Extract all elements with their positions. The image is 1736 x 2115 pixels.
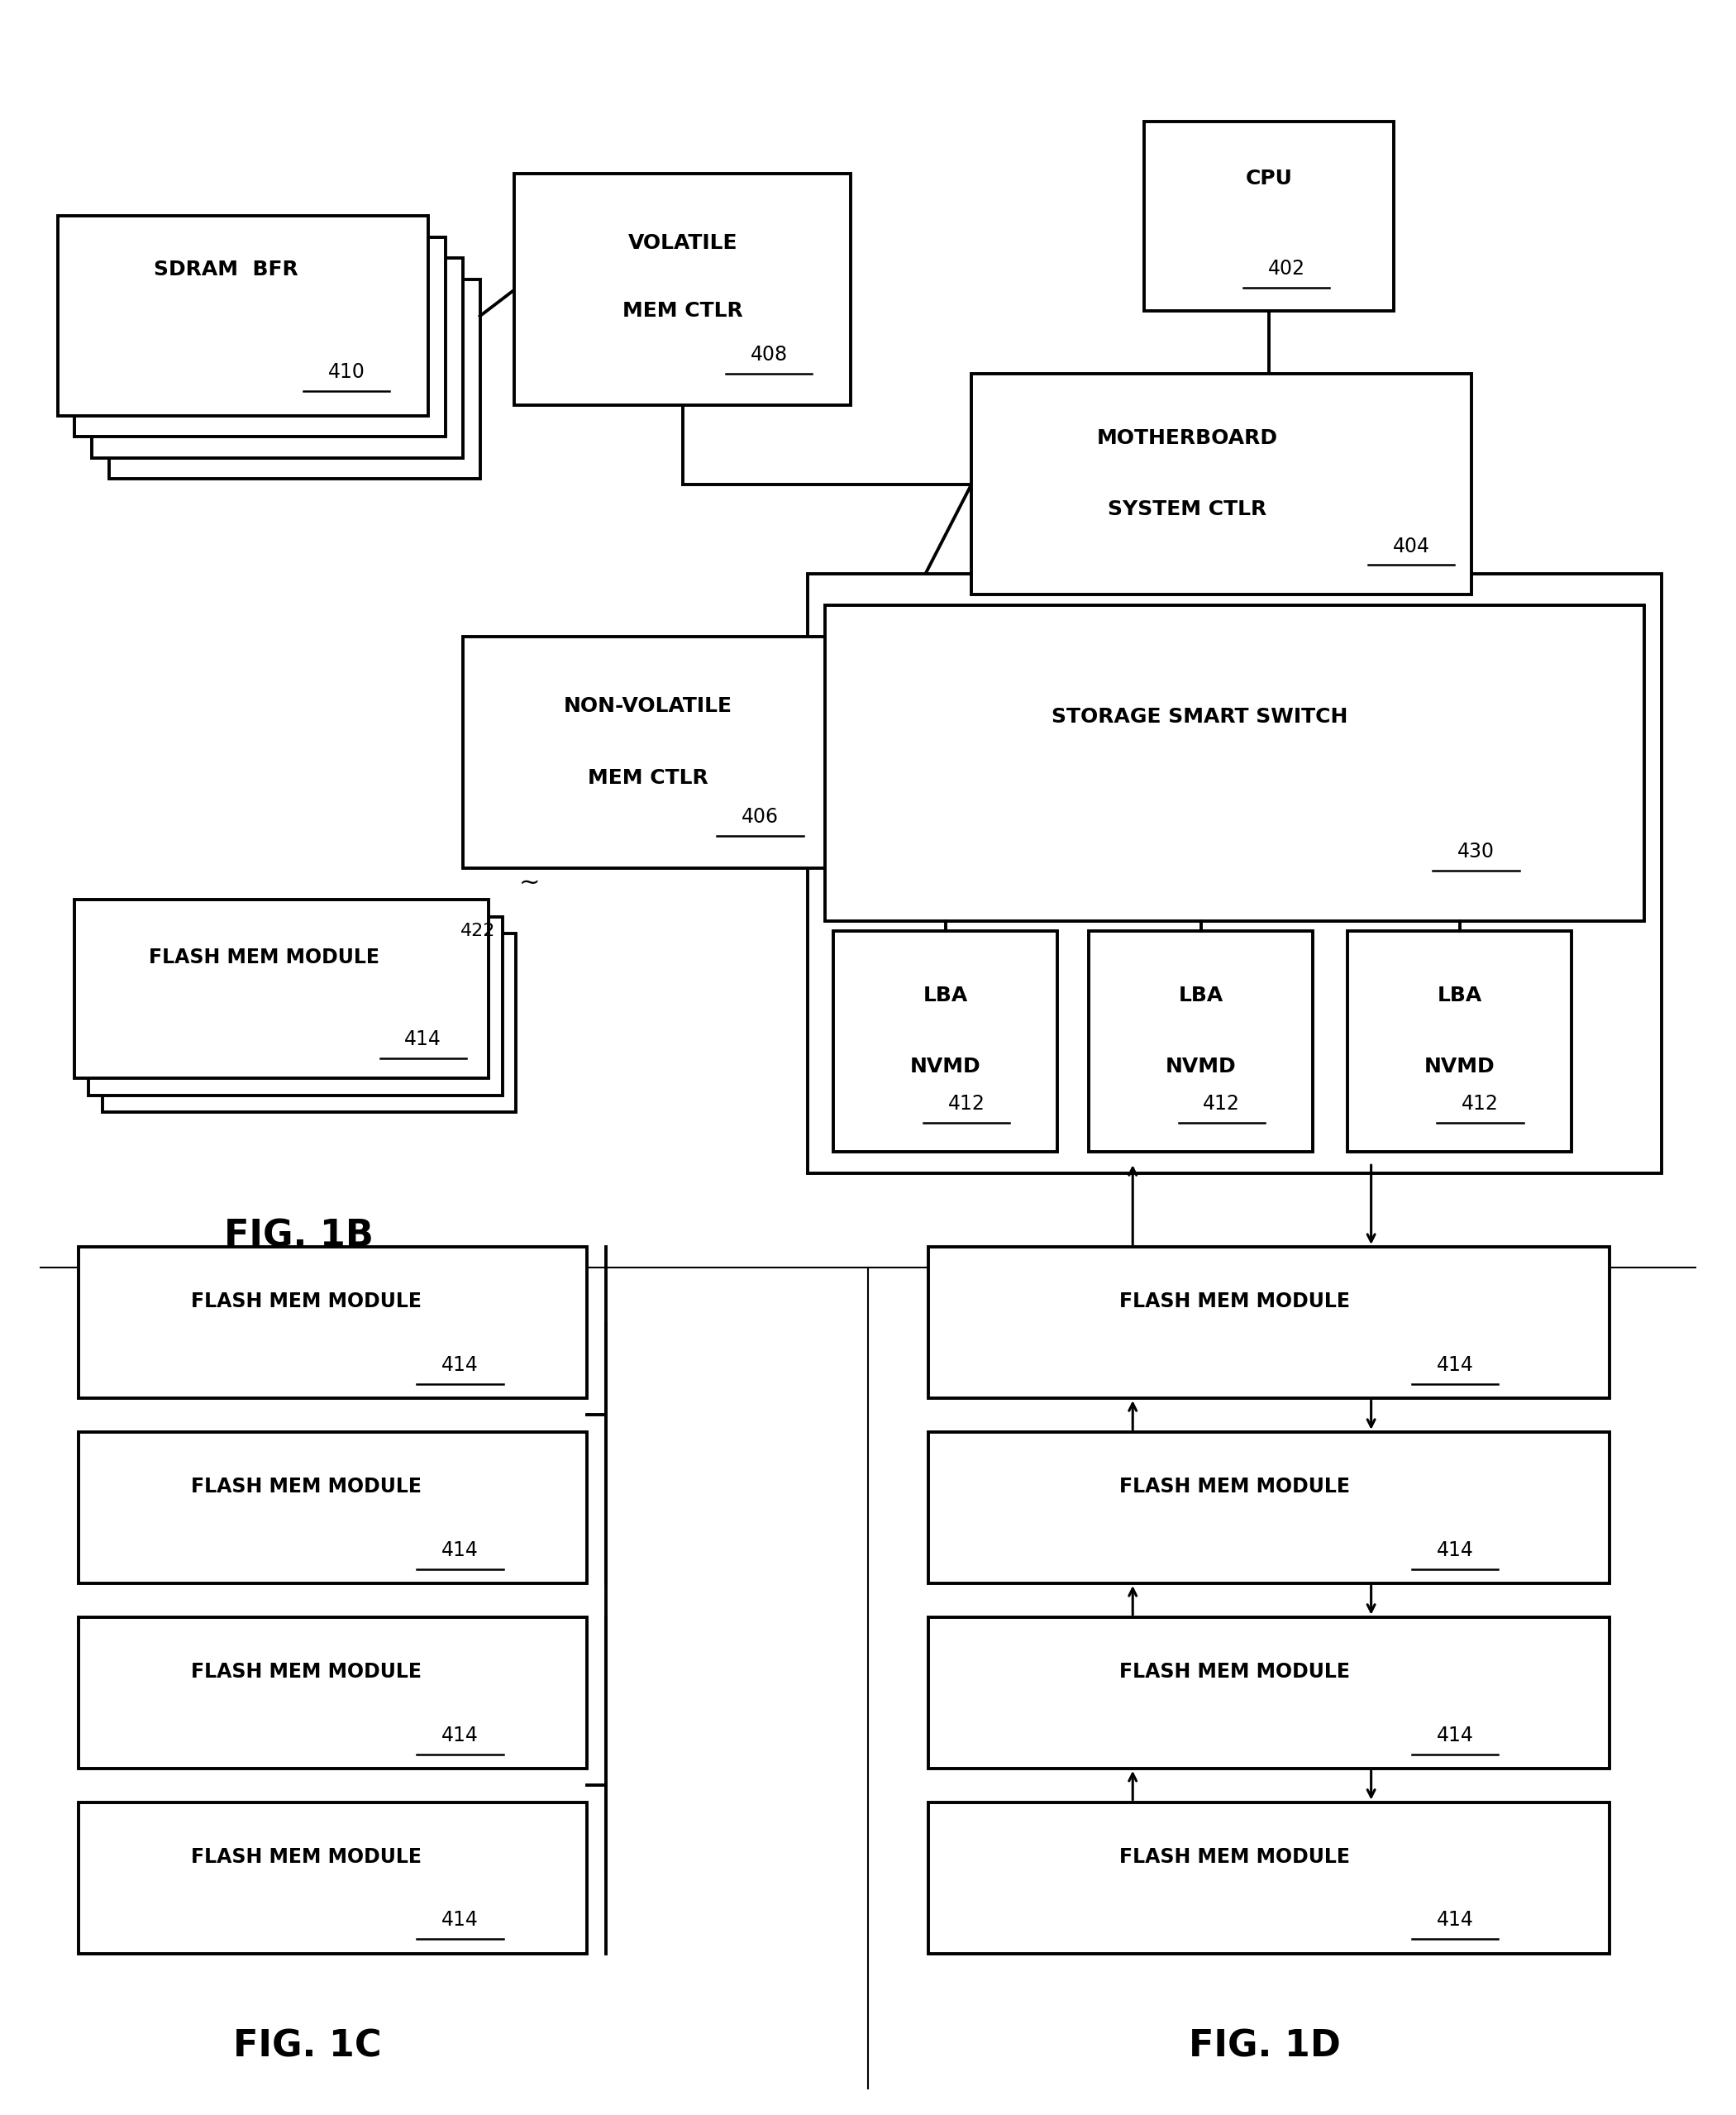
Text: FLASH MEM MODULE: FLASH MEM MODULE <box>149 948 380 967</box>
Text: 430: 430 <box>1457 842 1495 861</box>
FancyBboxPatch shape <box>929 1248 1609 1398</box>
FancyBboxPatch shape <box>78 1248 587 1398</box>
Text: 406: 406 <box>741 808 779 827</box>
Text: SDRAM  BFR: SDRAM BFR <box>153 260 299 279</box>
Text: NON-VOLATILE: NON-VOLATILE <box>564 696 733 717</box>
FancyBboxPatch shape <box>89 916 502 1096</box>
Text: FIG. 1D: FIG. 1D <box>1189 2028 1340 2064</box>
Text: 404: 404 <box>1392 537 1430 556</box>
Text: 414: 414 <box>441 1910 479 1931</box>
Text: FIG. 1C: FIG. 1C <box>233 2028 382 2064</box>
FancyBboxPatch shape <box>972 374 1472 594</box>
Text: 410: 410 <box>328 362 365 383</box>
Text: FLASH MEM MODULE: FLASH MEM MODULE <box>191 1846 422 1868</box>
FancyBboxPatch shape <box>78 1802 587 1954</box>
Text: FLASH MEM MODULE: FLASH MEM MODULE <box>191 1292 422 1311</box>
Text: 414: 414 <box>441 1540 479 1561</box>
Text: 414: 414 <box>1437 1540 1474 1561</box>
Text: SYSTEM CTLR: SYSTEM CTLR <box>1108 499 1267 520</box>
Text: ~: ~ <box>519 871 540 895</box>
FancyBboxPatch shape <box>833 931 1057 1153</box>
Text: 402: 402 <box>1267 260 1305 279</box>
Text: 412: 412 <box>1203 1093 1240 1112</box>
FancyBboxPatch shape <box>75 237 446 438</box>
FancyBboxPatch shape <box>825 605 1644 920</box>
FancyBboxPatch shape <box>929 1802 1609 1954</box>
FancyBboxPatch shape <box>807 573 1661 1174</box>
Text: 414: 414 <box>441 1726 479 1745</box>
Text: FIG. 1B: FIG. 1B <box>224 1218 373 1254</box>
FancyBboxPatch shape <box>464 637 833 867</box>
FancyBboxPatch shape <box>78 1618 587 1768</box>
Text: 414: 414 <box>404 1030 441 1049</box>
Text: 412: 412 <box>1462 1093 1498 1112</box>
Text: CPU: CPU <box>1245 169 1293 188</box>
FancyBboxPatch shape <box>109 279 479 478</box>
Text: NVMD: NVMD <box>1165 1058 1236 1077</box>
FancyBboxPatch shape <box>102 933 516 1112</box>
Text: MEM CTLR: MEM CTLR <box>623 300 743 321</box>
Text: LBA: LBA <box>924 986 969 1005</box>
Text: MOTHERBOARD: MOTHERBOARD <box>1097 427 1278 448</box>
FancyBboxPatch shape <box>1088 931 1312 1153</box>
FancyBboxPatch shape <box>92 258 464 459</box>
Text: FLASH MEM MODULE: FLASH MEM MODULE <box>1120 1292 1351 1311</box>
Text: FLASH MEM MODULE: FLASH MEM MODULE <box>1120 1476 1351 1497</box>
Text: STORAGE SMART SWITCH: STORAGE SMART SWITCH <box>1052 706 1349 728</box>
FancyBboxPatch shape <box>75 899 488 1079</box>
Text: 408: 408 <box>750 345 788 364</box>
Text: LBA: LBA <box>1179 986 1224 1005</box>
FancyBboxPatch shape <box>78 1432 587 1584</box>
Text: VOLATILE: VOLATILE <box>628 233 738 254</box>
Text: NVMD: NVMD <box>910 1058 981 1077</box>
Text: 414: 414 <box>1437 1726 1474 1745</box>
FancyBboxPatch shape <box>929 1432 1609 1584</box>
Text: FLASH MEM MODULE: FLASH MEM MODULE <box>1120 1846 1351 1868</box>
Text: 414: 414 <box>1437 1910 1474 1931</box>
FancyBboxPatch shape <box>1144 121 1394 311</box>
Text: 414: 414 <box>1437 1356 1474 1375</box>
FancyBboxPatch shape <box>929 1618 1609 1768</box>
Text: 422: 422 <box>460 922 495 939</box>
Text: 414: 414 <box>441 1356 479 1375</box>
Text: FLASH MEM MODULE: FLASH MEM MODULE <box>191 1476 422 1497</box>
Text: NVMD: NVMD <box>1424 1058 1495 1077</box>
Text: MEM CTLR: MEM CTLR <box>589 768 708 787</box>
Text: 412: 412 <box>948 1093 984 1112</box>
FancyBboxPatch shape <box>57 216 429 417</box>
Text: LBA: LBA <box>1437 986 1483 1005</box>
FancyBboxPatch shape <box>514 173 851 406</box>
FancyBboxPatch shape <box>1347 931 1571 1153</box>
Text: FLASH MEM MODULE: FLASH MEM MODULE <box>1120 1662 1351 1681</box>
Text: FLASH MEM MODULE: FLASH MEM MODULE <box>191 1662 422 1681</box>
